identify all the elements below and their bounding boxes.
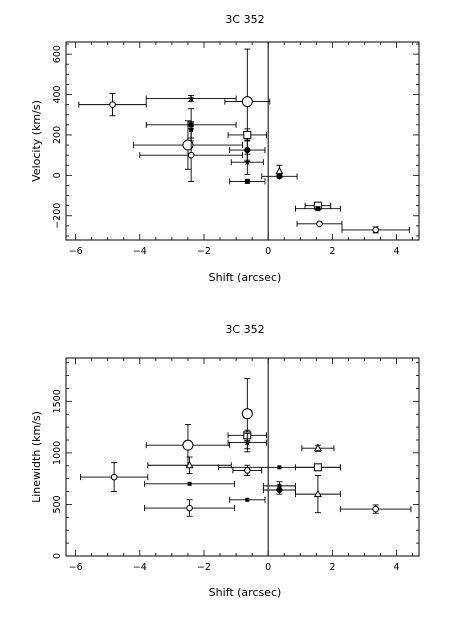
data-point [78,93,147,117]
x-tick-label: −4 [133,562,147,573]
marker-open-circle [316,220,323,228]
marker-filled-square-small [277,465,282,470]
marker-star [243,438,251,446]
marker-filled-circle [276,486,283,494]
data-point [295,463,341,472]
x-tick-label: 0 [265,562,271,573]
x-tick-label: −6 [69,246,83,257]
data-point [224,48,271,155]
data-point [144,480,235,487]
velocity-panel: 3C 352 −6 −4 −2 0 2 4 −200 0 200 400 600 Shift (ar… [30,13,420,284]
marker-filled-circle [276,173,283,180]
linewidth-axis-ticks: −6 −4 −2 0 2 4 0 500 1000 1500 [52,358,419,573]
marker-open-circle [372,226,379,234]
data-point [147,456,232,474]
velocity-plot-frame [65,41,420,241]
y-tick-label: 1000 [52,441,63,465]
x-tick-label: 4 [394,246,400,257]
data-point [227,128,268,142]
velocity-chart-title: 3C 352 [225,13,264,26]
marker-filled-square [315,206,321,212]
y-tick-label: 500 [52,495,63,513]
x-tick-label: 2 [329,246,335,257]
y-tick-label: 600 [52,45,63,63]
data-point [295,205,341,212]
x-tick-label: 2 [329,562,335,573]
marker-open-circle-large [241,408,253,420]
marker-open-circle-large [241,96,253,108]
marker-filled-square [244,178,250,184]
data-point [229,178,266,185]
data-point [227,432,268,453]
data-point [295,475,341,514]
linewidth-data-points [79,358,412,556]
marker-open-circle [186,504,193,512]
data-point [301,443,335,452]
data-point [144,499,235,517]
velocity-axis-ticks: −6 −4 −2 0 2 4 −200 0 200 400 600 [52,42,419,257]
data-point [339,504,412,514]
y-tick-label: 0 [52,553,63,559]
x-tick-label: −2 [197,246,211,257]
marker-open-triangle [275,166,284,175]
data-point [262,485,296,495]
data-point [79,462,149,492]
y-tick-label: 400 [52,85,63,103]
y-tick-label: −200 [52,203,63,229]
data-point [132,120,243,170]
marker-open-circle-large [182,439,194,451]
velocity-y-axis-label: Velocity (km/s) [30,100,43,182]
marker-star [187,94,195,102]
data-point [341,226,410,234]
data-point [261,173,298,180]
y-tick-label: 1500 [52,389,63,413]
marker-filled-square-small [245,497,250,502]
marker-open-triangle [313,443,322,452]
x-tick-label: 0 [265,246,271,257]
velocity-data-points [78,42,410,240]
x-tick-label: −6 [69,562,83,573]
data-point [145,94,237,103]
marker-star [243,158,251,166]
y-tick-label: 0 [52,172,63,178]
marker-open-circle-large [182,139,194,151]
data-point [232,464,263,477]
linewidth-x-axis-label: Shift (arcsec) [209,586,282,599]
marker-open-circle [109,101,116,108]
data-point [296,220,343,228]
linewidth-y-axis-label: Linewidth (km/s) [30,411,43,503]
x-tick-label: −4 [133,246,147,257]
marker-open-triangle [185,460,194,469]
marker-filled-square-small [187,481,192,486]
data-point [145,424,231,467]
linewidth-plot-frame [65,357,420,557]
data-point [229,496,266,503]
data-point [230,149,264,175]
linewidth-panel: 3C 352 −6 −4 −2 0 2 4 0 500 1000 1500 Shift (arcs… [30,323,420,599]
velocity-x-axis-label: Shift (arcsec) [209,271,282,284]
marker-open-circle [372,505,379,513]
data-point [139,128,243,182]
marker-open-triangle [313,489,322,498]
marker-open-square [243,130,252,139]
marker-open-circle [110,473,118,481]
marker-open-circle [244,467,251,474]
x-tick-label: −2 [197,562,211,573]
marker-open-circle [187,151,195,159]
x-tick-label: 4 [394,562,400,573]
linewidth-chart-title: 3C 352 [225,323,264,336]
marker-open-square [313,463,322,472]
y-tick-label: 200 [52,126,63,144]
